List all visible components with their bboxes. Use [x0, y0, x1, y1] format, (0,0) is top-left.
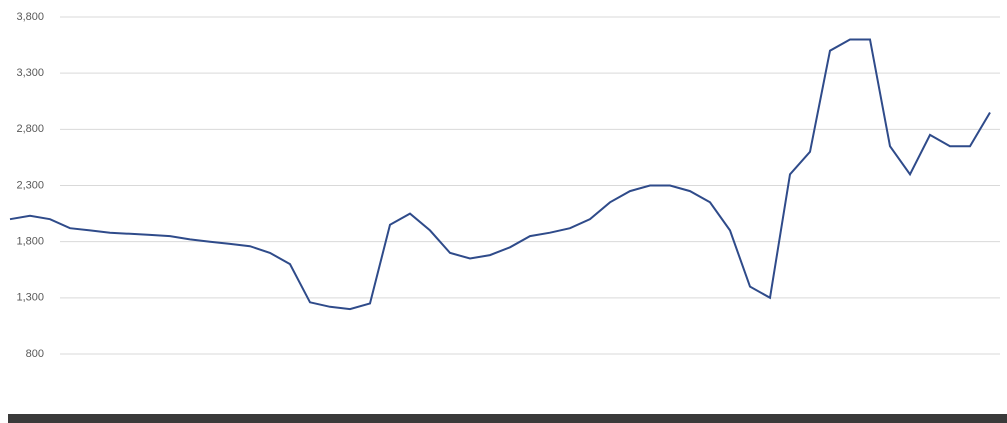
y-tick-label: 1,800 [16, 236, 44, 248]
y-tick-label: 3,300 [16, 67, 44, 79]
y-tick-label: 1,300 [16, 292, 44, 304]
line [9, 38, 991, 311]
y-tick-label: 800 [26, 348, 44, 360]
y-tick-label: 2,800 [16, 123, 44, 135]
bottom-bar [8, 414, 1007, 423]
y-tick-label: 2,300 [16, 179, 44, 191]
y-tick-label: 3,800 [16, 11, 44, 23]
